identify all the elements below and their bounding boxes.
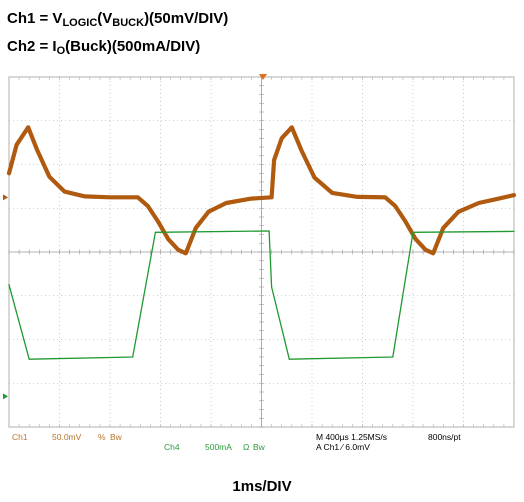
ch1-point <box>300 150 304 153</box>
header-ch2: Ch2 = IO(Buck)(500mA/DIV) <box>7 38 200 57</box>
ch4-bandwidth-icon: Bw <box>253 442 266 452</box>
ch1-point <box>15 143 18 147</box>
ch4-label: Ch4 <box>164 442 180 452</box>
ch1-point <box>184 252 187 255</box>
ch1-point <box>35 147 38 151</box>
ch1-point <box>290 126 293 129</box>
header-ch2-suffix: (Buck)(500mA/DIV) <box>65 38 201 55</box>
ch1-point <box>432 252 435 255</box>
ch1-point <box>156 220 160 223</box>
point-spacing: 800ns/pt <box>428 432 461 442</box>
ch1-point <box>48 175 51 178</box>
ch1-label: Ch1 <box>12 432 28 442</box>
trace-ch4 <box>8 230 515 360</box>
ch1-point <box>207 210 210 213</box>
ch1-point <box>457 210 460 213</box>
header-ch2-prefix: Ch2 = I <box>7 38 57 55</box>
ch1-bandwidth-icon: Bw <box>110 432 123 442</box>
ch1-point <box>477 201 480 205</box>
ch1-point <box>313 176 316 179</box>
ch1-point <box>442 226 445 230</box>
ch1-point <box>384 196 387 199</box>
trigger-position-marker <box>259 74 267 80</box>
ch4-scale: 500mA <box>205 442 232 452</box>
ch1-point <box>194 226 198 230</box>
ch4-point <box>412 231 414 233</box>
traces <box>3 125 517 400</box>
ch1-point <box>512 193 516 197</box>
ch1-point <box>63 190 66 193</box>
ch1-point <box>394 204 397 208</box>
ch1-point <box>404 220 407 223</box>
header-ch1-sub-buck: BUCK <box>112 17 145 29</box>
ch4-point <box>271 286 273 288</box>
header-ch2-sub-o: O <box>56 45 66 57</box>
ch4-point <box>268 230 270 232</box>
ch1-point <box>176 248 180 252</box>
timebase-label: 1ms/DIV <box>232 478 292 495</box>
ch4-point <box>28 358 30 360</box>
ch1-point <box>424 248 427 252</box>
ch4-point <box>392 356 394 358</box>
scope-screen: Ch1 50.0mV % Bw Ch4 500mA Ω Bw M 400µs 1… <box>3 74 517 452</box>
ch1-point <box>83 195 86 198</box>
ch1-point <box>280 137 283 140</box>
ch4-level-marker <box>3 393 8 400</box>
ch1-point <box>136 196 139 199</box>
ch4-point <box>288 358 290 360</box>
header-ch1-suffix: )(50mV/DIV) <box>144 10 229 27</box>
status-bar: Ch1 50.0mV % Bw Ch4 500mA Ω Bw M 400µs 1… <box>12 432 461 452</box>
ch1-scale: 50.0mV <box>52 432 82 442</box>
ch1-point <box>414 237 417 241</box>
ch1-point <box>166 237 170 241</box>
ch4-point <box>8 284 10 286</box>
ch1-coupling-icon: % <box>98 432 106 442</box>
header-ch1-prefix: Ch1 = V <box>7 10 63 27</box>
ch1-point <box>272 158 276 162</box>
ch1-point <box>26 126 30 129</box>
ch1-point <box>497 197 501 200</box>
grid <box>8 76 515 428</box>
ch1-point <box>224 201 228 205</box>
ch1-point <box>356 195 359 199</box>
ch4-point <box>513 230 515 233</box>
ch1-point <box>270 196 273 199</box>
ch4-point <box>132 356 134 358</box>
ch1-point <box>250 197 253 200</box>
ch1-point <box>108 196 112 199</box>
ch4-coupling-icon: Ω <box>243 442 249 452</box>
ch1-point <box>146 204 150 208</box>
ch4-point <box>154 231 157 233</box>
ch1-point <box>331 191 334 195</box>
trigger-setting: A Ch1 ⁄ 6.0mV <box>316 442 370 452</box>
timebase: M 400µs 1.25MS/s <box>316 432 387 442</box>
header-ch1-mid: (V <box>97 10 113 27</box>
ch1-level-marker <box>3 194 8 201</box>
ch1-point <box>7 172 11 175</box>
header-ch1-sub-logic: LOGIC <box>62 17 98 29</box>
header-ch1: Ch1 = VLOGIC(VBUCK)(50mV/DIV) <box>7 10 228 29</box>
